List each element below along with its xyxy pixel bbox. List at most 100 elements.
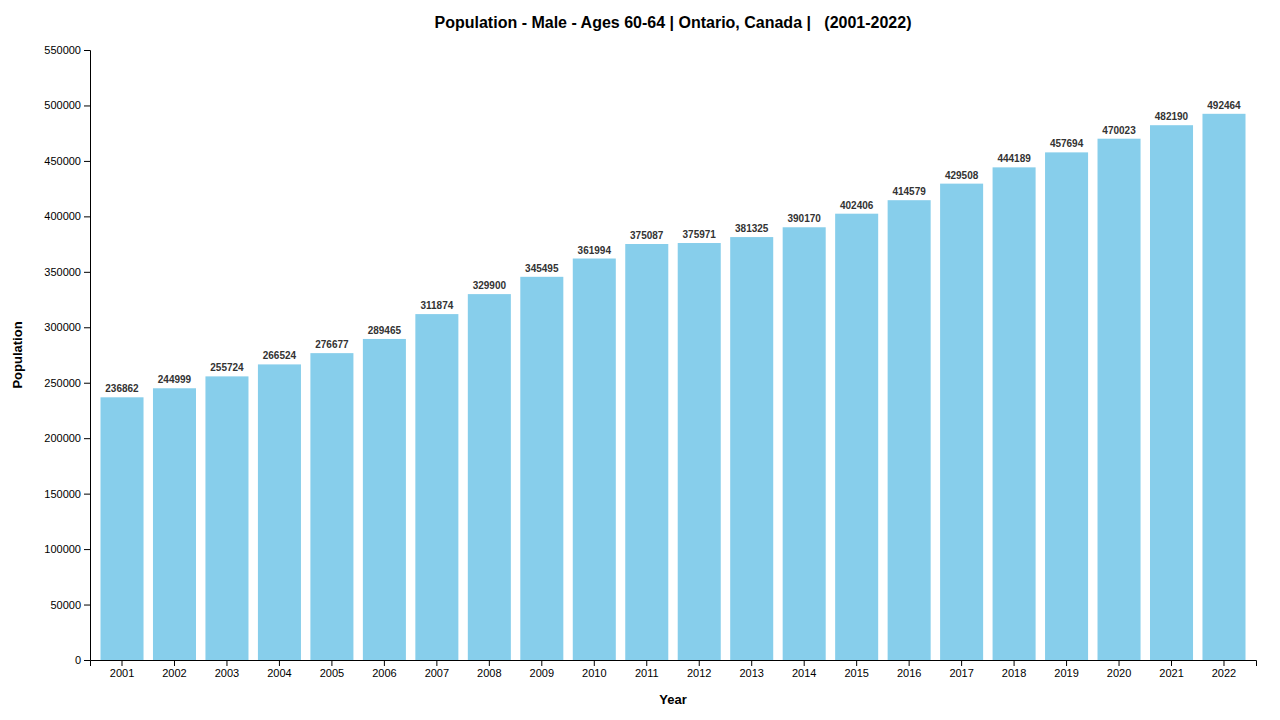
tick: 2007 (425, 660, 449, 679)
tick-mark (279, 660, 280, 666)
data-label: 457694 (1050, 138, 1084, 149)
tick-mark (384, 660, 385, 666)
data-label: 381325 (735, 223, 769, 234)
tick-mark (84, 216, 90, 217)
tick-label: 300000 (44, 321, 81, 333)
data-label: 289465 (368, 325, 402, 336)
tick-mark (489, 660, 490, 666)
data-label: 444189 (997, 153, 1031, 164)
bar (783, 227, 826, 660)
bar (310, 353, 353, 660)
tick-label: 200000 (44, 432, 81, 444)
tick-label: 0 (75, 654, 81, 666)
data-label: 329900 (473, 280, 507, 291)
data-label: 266524 (263, 350, 297, 361)
tick: 350000 (44, 266, 90, 278)
tick-mark (1014, 660, 1015, 666)
tick-mark (1066, 660, 1067, 666)
data-label: 361994 (578, 245, 612, 256)
tick-label: 100000 (44, 543, 81, 555)
data-label: 244999 (158, 374, 192, 385)
tick-label: 2017 (949, 667, 973, 679)
data-label: 429508 (945, 170, 979, 181)
axis-line (91, 661, 1257, 667)
tick-mark (84, 272, 90, 273)
tick-mark (122, 660, 123, 666)
tick-mark (331, 660, 332, 666)
bars (100, 114, 1245, 660)
tick: 2009 (530, 660, 554, 679)
tick-mark (84, 494, 90, 495)
tick: 2020 (1107, 660, 1131, 679)
tick-label: 400000 (44, 210, 81, 222)
tick-mark (84, 605, 90, 606)
bar (888, 200, 931, 660)
tick: 2015 (844, 660, 868, 679)
bar (415, 314, 458, 660)
tick-label: 2003 (215, 667, 239, 679)
x-axis: 2001200220032004200520062007200820092010… (91, 660, 1257, 679)
data-label: 414579 (892, 186, 926, 197)
tick-mark (226, 660, 227, 666)
title: Population - Male - Ages 60-64 | Ontario… (435, 14, 912, 31)
tick-mark (961, 660, 962, 666)
data-label: 470023 (1102, 125, 1136, 136)
tick-label: 2018 (1002, 667, 1026, 679)
tick: 0 (75, 654, 90, 666)
tick: 2012 (687, 660, 711, 679)
bar (363, 339, 406, 660)
y-axis-title: Population (10, 321, 25, 388)
tick-label: 2008 (477, 667, 501, 679)
tick: 2008 (477, 660, 501, 679)
bar (730, 237, 773, 660)
tick-mark (84, 660, 90, 661)
tick-label: 2001 (110, 667, 134, 679)
tick-mark (84, 161, 90, 162)
tick-label: 2007 (425, 667, 449, 679)
data-label: 390170 (788, 213, 822, 224)
tick-mark (84, 438, 90, 439)
tick: 2017 (949, 660, 973, 679)
tick: 2011 (635, 660, 659, 679)
tick: 550000 (44, 44, 90, 56)
data-label: 402406 (840, 200, 874, 211)
tick: 200000 (44, 432, 90, 444)
data-label: 482190 (1155, 111, 1189, 122)
bar (993, 167, 1036, 660)
tick-label: 2022 (1212, 667, 1236, 679)
data-label: 255724 (210, 362, 244, 373)
tick-mark (84, 50, 90, 51)
tick-label: 2005 (320, 667, 344, 679)
tick-mark (84, 383, 90, 384)
tick-label: 2015 (844, 667, 868, 679)
tick-label: 150000 (44, 488, 81, 500)
tick: 2013 (739, 660, 763, 679)
tick-label: 350000 (44, 266, 81, 278)
tick-label: 2020 (1107, 667, 1131, 679)
bar (100, 397, 143, 660)
tick-label: 2021 (1159, 667, 1183, 679)
tick-mark (804, 660, 805, 666)
tick: 2006 (372, 660, 396, 679)
tick-label: 2009 (530, 667, 554, 679)
tick-label: 2004 (267, 667, 291, 679)
tick-mark (1223, 660, 1224, 666)
bar (940, 184, 983, 660)
tick: 300000 (44, 321, 90, 333)
tick: 2014 (792, 660, 816, 679)
tick: 2001 (110, 660, 134, 679)
bar (1150, 125, 1193, 660)
bar (625, 244, 668, 660)
tick-label: 2006 (372, 667, 396, 679)
tick-label: 2012 (687, 667, 711, 679)
tick-mark (541, 660, 542, 666)
y-axis: 0500001000001500002000002500003000003500… (44, 44, 90, 666)
tick-mark (84, 105, 90, 106)
tick: 2022 (1212, 660, 1236, 679)
tick-label: 50000 (50, 599, 81, 611)
tick-mark (174, 660, 175, 666)
bar (1098, 139, 1141, 660)
tick-mark (856, 660, 857, 666)
tick: 450000 (44, 155, 90, 167)
tick: 500000 (44, 99, 90, 111)
